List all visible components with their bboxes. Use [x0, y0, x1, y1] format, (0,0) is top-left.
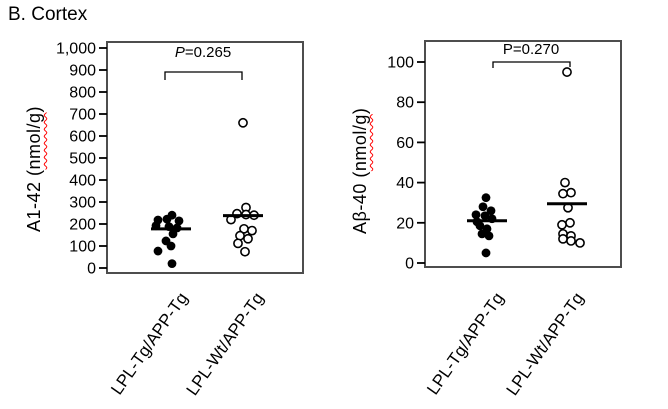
data-point-filled [174, 216, 184, 226]
y-axis-label-left-unit: nmol/g [24, 112, 44, 170]
data-point-open [243, 233, 253, 244]
data-point-open [557, 219, 567, 230]
data-point-open [247, 225, 257, 236]
data-point-open [233, 238, 243, 249]
y-tick-label: 80 [396, 95, 414, 112]
data-point-open [240, 246, 250, 257]
p-value-label-right: P=0.270 [503, 41, 559, 58]
data-point-filled [477, 229, 487, 239]
p-value-right-number: =0.270 [512, 41, 560, 58]
data-point-open [566, 187, 576, 198]
data-point-filled [481, 248, 491, 258]
y-tick-label: 0 [87, 261, 96, 278]
y-tick-label: 100 [69, 239, 96, 256]
figure-title: B. Cortex [8, 4, 88, 25]
data-point-filled [153, 246, 163, 256]
y-tick-label: 1,000 [56, 41, 96, 58]
data-point-filled [167, 259, 177, 268]
data-point-filled [166, 241, 176, 251]
data-point-open [575, 237, 585, 248]
plot-frame [424, 40, 622, 268]
y-tick-label: 500 [69, 151, 96, 168]
y-tick-label: 600 [69, 129, 96, 146]
data-point-filled [162, 214, 172, 224]
data-point-open [235, 230, 245, 241]
data-point-open [566, 235, 576, 246]
y-axis-label-left-prefix: A1-42 ( [24, 169, 44, 232]
y-tick-label: 20 [396, 215, 414, 232]
data-point-filled [484, 231, 494, 241]
data-point-open [560, 177, 570, 188]
data-point-filled [481, 193, 491, 203]
data-point-filled [475, 221, 485, 231]
y-axis-label-left-suffix: ) [24, 105, 44, 113]
y-axis-label-right-suffix: ) [350, 107, 370, 115]
p-value-right-symbol: P [502, 41, 513, 58]
y-axis-label-right-unit: nmol/g [350, 114, 370, 172]
y-tick-label: 400 [69, 173, 96, 190]
y-tick-label: 900 [69, 63, 96, 80]
y-tick-label: 800 [69, 85, 96, 102]
data-point-filled [478, 202, 488, 212]
y-tick-label: 60 [396, 135, 414, 152]
y-tick-label: 700 [69, 107, 96, 124]
y-tick-label: 300 [69, 195, 96, 212]
data-point-open [238, 117, 248, 128]
data-point-filled [480, 211, 490, 221]
plot-frame [106, 41, 304, 274]
p-value-label-left: P=0.265 [175, 44, 231, 61]
data-point-filled [168, 229, 178, 239]
data-point-open [558, 233, 568, 244]
y-tick-label: 0 [405, 256, 414, 273]
data-point-filled [486, 206, 496, 216]
y-axis-label-left: A1-42 (nmol/g) [24, 106, 45, 232]
significance-bracket [492, 61, 571, 68]
data-point-open [565, 217, 575, 228]
p-value-left-number: =0.265 [184, 44, 232, 61]
y-axis-label-right: Aβ-40 (nmol/g) [350, 108, 371, 234]
p-value-left-symbol: P [174, 44, 185, 61]
significance-bracket [164, 71, 243, 80]
data-point-open [558, 188, 568, 199]
y-tick-label: 200 [69, 217, 96, 234]
data-point-open [562, 67, 572, 77]
data-point-filled [471, 210, 481, 220]
y-tick-label: 100 [387, 55, 414, 72]
y-tick-label: 40 [396, 175, 414, 192]
y-axis-label-right-prefix: Aβ-40 ( [350, 171, 370, 234]
